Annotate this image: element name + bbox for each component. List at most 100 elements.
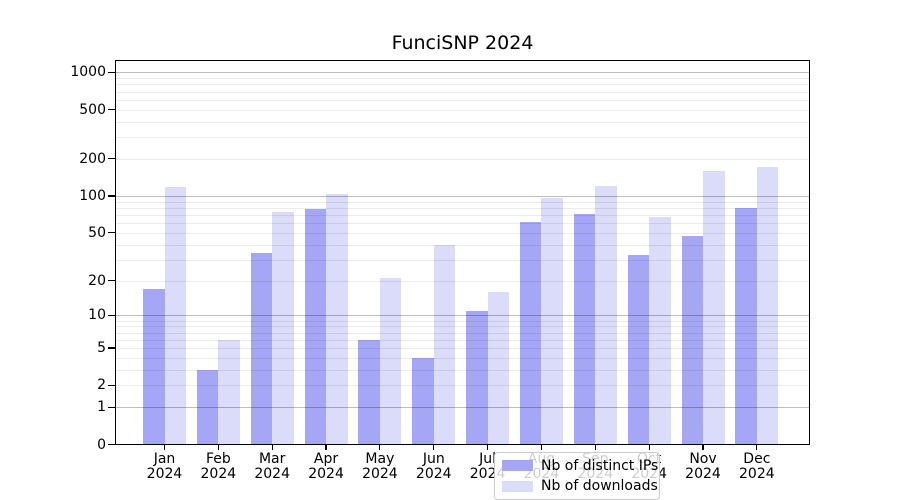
bar-may-2024-nb-of-distinct-ips xyxy=(358,339,380,445)
y-tick-2 xyxy=(108,384,115,386)
bar-sep-2024-nb-of-distinct-ips xyxy=(573,214,596,445)
x-tick-label-nov-2024: Nov 2024 xyxy=(658,452,748,482)
x-tick-label-line: Nov xyxy=(689,451,717,467)
legend-item-downloads: Nb of downloads xyxy=(502,478,659,494)
bar-jan-2024-nb-of-distinct-ips xyxy=(143,288,165,445)
y-tick-label-2: 2 xyxy=(97,377,106,394)
gridline-minor-700 xyxy=(115,91,810,93)
x-tick-jul-2024 xyxy=(487,445,489,450)
x-tick-label-jan-2024: Jan 2024 xyxy=(120,452,210,482)
gridline-minor-6 xyxy=(115,339,810,341)
x-tick-label-line: 2024 xyxy=(146,466,183,482)
x-tick-label-line: 2024 xyxy=(200,466,237,482)
gridline-minor-30 xyxy=(115,259,810,261)
chart-title: FunciSNP 2024 xyxy=(391,32,534,54)
y-tick-label-20: 20 xyxy=(88,272,106,289)
y-tick-label-100: 100 xyxy=(79,187,106,204)
x-tick-label-line: Mar xyxy=(258,451,286,467)
bar-jun-2024-nb-of-distinct-ips xyxy=(412,357,434,445)
x-tick-label-line: 2024 xyxy=(308,466,344,482)
bar-aug-2024-nb-of-distinct-ips xyxy=(519,222,542,445)
x-tick-dec-2024 xyxy=(756,445,758,450)
gridline-minor-80 xyxy=(115,207,810,209)
bar-jan-2024-nb-of-downloads xyxy=(164,187,186,445)
gridline-minor-40 xyxy=(115,244,810,246)
gridline-major-1000 xyxy=(115,72,810,74)
x-tick-label-line: Jul xyxy=(479,451,497,467)
x-tick-label-line: 2024 xyxy=(415,466,452,482)
plot-area: Nb of distinct IPs Nb of downloads xyxy=(108,60,810,500)
gridline-minor-600 xyxy=(115,99,810,101)
y-tick-label-200: 200 xyxy=(79,150,106,167)
gridline-minor-60 xyxy=(115,223,810,225)
bar-aug-2024-nb-of-downloads xyxy=(541,198,563,445)
x-tick-label-line: Feb xyxy=(205,451,231,467)
bar-sep-2024-nb-of-downloads xyxy=(595,185,617,445)
legend-swatch-downloads xyxy=(502,481,533,492)
gridline-minor-300 xyxy=(115,137,810,139)
bar-dec-2024-nb-of-distinct-ips xyxy=(735,207,757,445)
gridline-minor-20 xyxy=(115,280,810,282)
bar-jul-2024-nb-of-downloads xyxy=(487,291,510,445)
spine-right xyxy=(809,60,810,445)
x-tick-label-apr-2024: Apr 2024 xyxy=(281,452,371,482)
y-tick-label-5: 5 xyxy=(97,340,106,356)
x-tick-label-line: Jan xyxy=(153,451,176,467)
spine-top xyxy=(115,60,810,61)
x-tick-may-2024 xyxy=(379,445,381,450)
x-tick-jun-2024 xyxy=(433,445,435,450)
legend-label-distinct-ips: Nb of distinct IPs xyxy=(541,457,659,474)
y-tick-20 xyxy=(108,279,115,282)
y-tick-0 xyxy=(108,443,115,446)
legend: Nb of distinct IPs Nb of downloads xyxy=(494,452,660,500)
spine-left xyxy=(115,60,117,445)
legend-item-distinct-ips: Nb of distinct IPs xyxy=(502,458,659,474)
gridline-major-10 xyxy=(115,315,810,317)
x-tick-label-line: Jun xyxy=(422,451,445,467)
x-tick-label-line: 2024 xyxy=(362,466,398,482)
x-tick-nov-2024 xyxy=(702,445,704,450)
gridline-minor-70 xyxy=(115,214,810,216)
x-tick-mar-2024 xyxy=(271,445,273,450)
gridline-minor-200 xyxy=(115,158,810,160)
gridline-minor-2 xyxy=(115,385,810,387)
gridline-minor-800 xyxy=(115,84,810,86)
y-tick-50 xyxy=(108,232,115,234)
y-tick-label-0: 0 xyxy=(97,436,106,453)
x-tick-label-line: 2024 xyxy=(739,466,775,482)
gridline-minor-5 xyxy=(115,348,810,349)
x-tick-label-dec-2024: Dec 2024 xyxy=(712,452,802,482)
x-tick-feb-2024 xyxy=(217,445,219,450)
bar-mar-2024-nb-of-distinct-ips xyxy=(250,253,273,445)
x-tick-label-jun-2024: Jun 2024 xyxy=(389,452,479,482)
x-tick-label-mar-2024: Mar 2024 xyxy=(227,452,317,482)
y-tick-200 xyxy=(108,158,115,160)
gridline-minor-50 xyxy=(115,232,810,234)
gridline-minor-3 xyxy=(115,369,810,371)
x-tick-label-may-2024: May 2024 xyxy=(335,452,425,482)
bar-jun-2024-nb-of-downloads xyxy=(433,244,456,445)
gridline-major-100 xyxy=(115,195,810,197)
bar-jul-2024-nb-of-distinct-ips xyxy=(466,310,488,445)
x-tick-aug-2024 xyxy=(540,445,543,450)
y-tick-1000 xyxy=(108,71,115,74)
bar-may-2024-nb-of-downloads xyxy=(379,278,402,445)
x-tick-oct-2024 xyxy=(648,445,650,450)
x-tick-apr-2024 xyxy=(325,445,327,450)
gridline-minor-8 xyxy=(115,326,810,328)
gridline-minor-500 xyxy=(115,109,810,111)
legend-label-downloads: Nb of downloads xyxy=(541,478,658,495)
x-tick-label-line: May xyxy=(365,451,395,467)
gridline-minor-900 xyxy=(115,78,810,80)
gridline-minor-4 xyxy=(115,357,810,359)
gridline-minor-7 xyxy=(115,332,810,334)
x-tick-label-line: Dec xyxy=(743,451,771,467)
bar-nov-2024-nb-of-distinct-ips xyxy=(681,236,703,445)
x-tick-label-line: 2024 xyxy=(685,466,721,482)
gridline-minor-400 xyxy=(115,121,810,123)
y-tick-500 xyxy=(108,109,115,111)
y-tick-label-10: 10 xyxy=(88,307,106,324)
y-tick-10 xyxy=(108,314,115,316)
legend-swatch-distinct-ips xyxy=(502,460,533,471)
